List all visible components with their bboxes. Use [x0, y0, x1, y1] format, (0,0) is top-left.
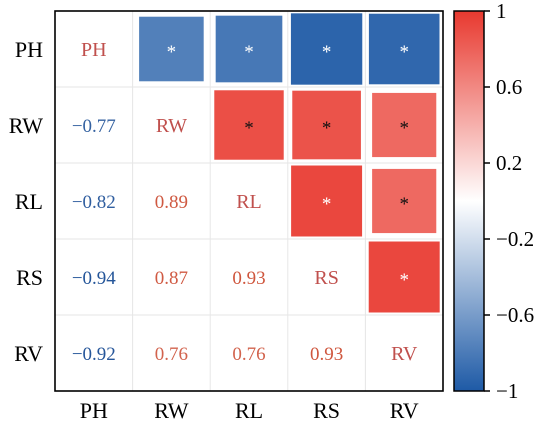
- significance-star: *: [322, 194, 332, 215]
- corr-square-rs-rv: [368, 241, 440, 313]
- x-tick-label-rv: RV: [390, 398, 419, 423]
- colorbar-tick-label: −1: [496, 379, 518, 403]
- corr-square-ph-rs: [290, 13, 363, 85]
- significance-star: *: [167, 42, 177, 63]
- y-tick-label-ph: PH: [15, 37, 43, 62]
- significance-star: *: [399, 118, 409, 139]
- significance-star: *: [399, 42, 409, 63]
- significance-star: *: [244, 118, 254, 139]
- colorbar-tick-label: 0.2: [496, 151, 522, 175]
- diagonal-label-rw: RW: [156, 115, 187, 137]
- corr-square-ph-rl: [215, 15, 283, 83]
- x-tick-label-rw: RW: [154, 398, 188, 423]
- corr-square-rl-rv: [372, 168, 437, 234]
- coef-label-rl-rw: 0.89: [155, 192, 188, 213]
- diagonal-label-rl: RL: [236, 191, 262, 213]
- x-tick-label-rl: RL: [235, 398, 263, 423]
- y-tick-label-rs: RS: [16, 265, 43, 290]
- x-tick-label-rs: RS: [313, 398, 340, 423]
- y-tick-label-rl: RL: [15, 189, 43, 214]
- coef-label-rs-rl: 0.93: [232, 268, 265, 289]
- colorbar-gradient: [453, 10, 485, 392]
- corr-square-rw-rl: [214, 90, 284, 160]
- colorbar: 1 0.6 0.2 −0.2 −0.6 −1: [453, 0, 534, 403]
- diagonal-label-ph: PH: [81, 39, 107, 61]
- plot-frame: [54, 10, 444, 392]
- y-tick-label-rv: RV: [14, 341, 43, 366]
- axis-labels: PH PH RW RW RL RL RS RS RV RV: [9, 37, 419, 423]
- colorbar-tick-label: 1: [496, 0, 507, 23]
- coef-label-rs-ph: −0.94: [72, 268, 116, 289]
- coef-label-rl-ph: −0.82: [72, 192, 116, 213]
- cells: PH * * * * −0.77 RW * * * −0.82 0.89 RL * * −0.94 0.87 0.…: [72, 13, 440, 365]
- significance-star: *: [322, 118, 332, 139]
- significance-star: *: [244, 42, 254, 63]
- significance-star: *: [322, 42, 332, 63]
- grid-lines: [55, 11, 443, 391]
- diagonal-label-rv: RV: [391, 343, 418, 365]
- y-tick-label-rw: RW: [9, 113, 43, 138]
- colorbar-tick-label: −0.6: [496, 303, 534, 327]
- diagonal-label-rs: RS: [314, 267, 338, 289]
- coef-label-rw-ph: −0.77: [72, 116, 116, 137]
- corr-square-rw-rs: [292, 90, 361, 160]
- significance-star: *: [399, 194, 409, 215]
- significance-star: *: [399, 270, 409, 291]
- x-tick-label-ph: PH: [80, 398, 108, 423]
- colorbar-ticks: 1 0.6 0.2 −0.2 −0.6 −1: [484, 0, 534, 403]
- corr-square-rl-rs: [291, 165, 363, 237]
- corr-square-ph-rv: [368, 13, 440, 85]
- coef-label-rv-rw: 0.76: [155, 344, 188, 365]
- colorbar-tick-label: 0.6: [496, 75, 522, 99]
- corr-square-rw-rv: [372, 92, 437, 158]
- corr-square-ph-rw: [139, 16, 204, 82]
- coef-label-rv-rl: 0.76: [232, 344, 265, 365]
- coef-label-rv-rs: 0.93: [310, 344, 343, 365]
- coef-label-rv-ph: −0.92: [72, 344, 116, 365]
- coef-label-rs-rw: 0.87: [155, 268, 188, 289]
- colorbar-tick-label: −0.2: [496, 227, 534, 251]
